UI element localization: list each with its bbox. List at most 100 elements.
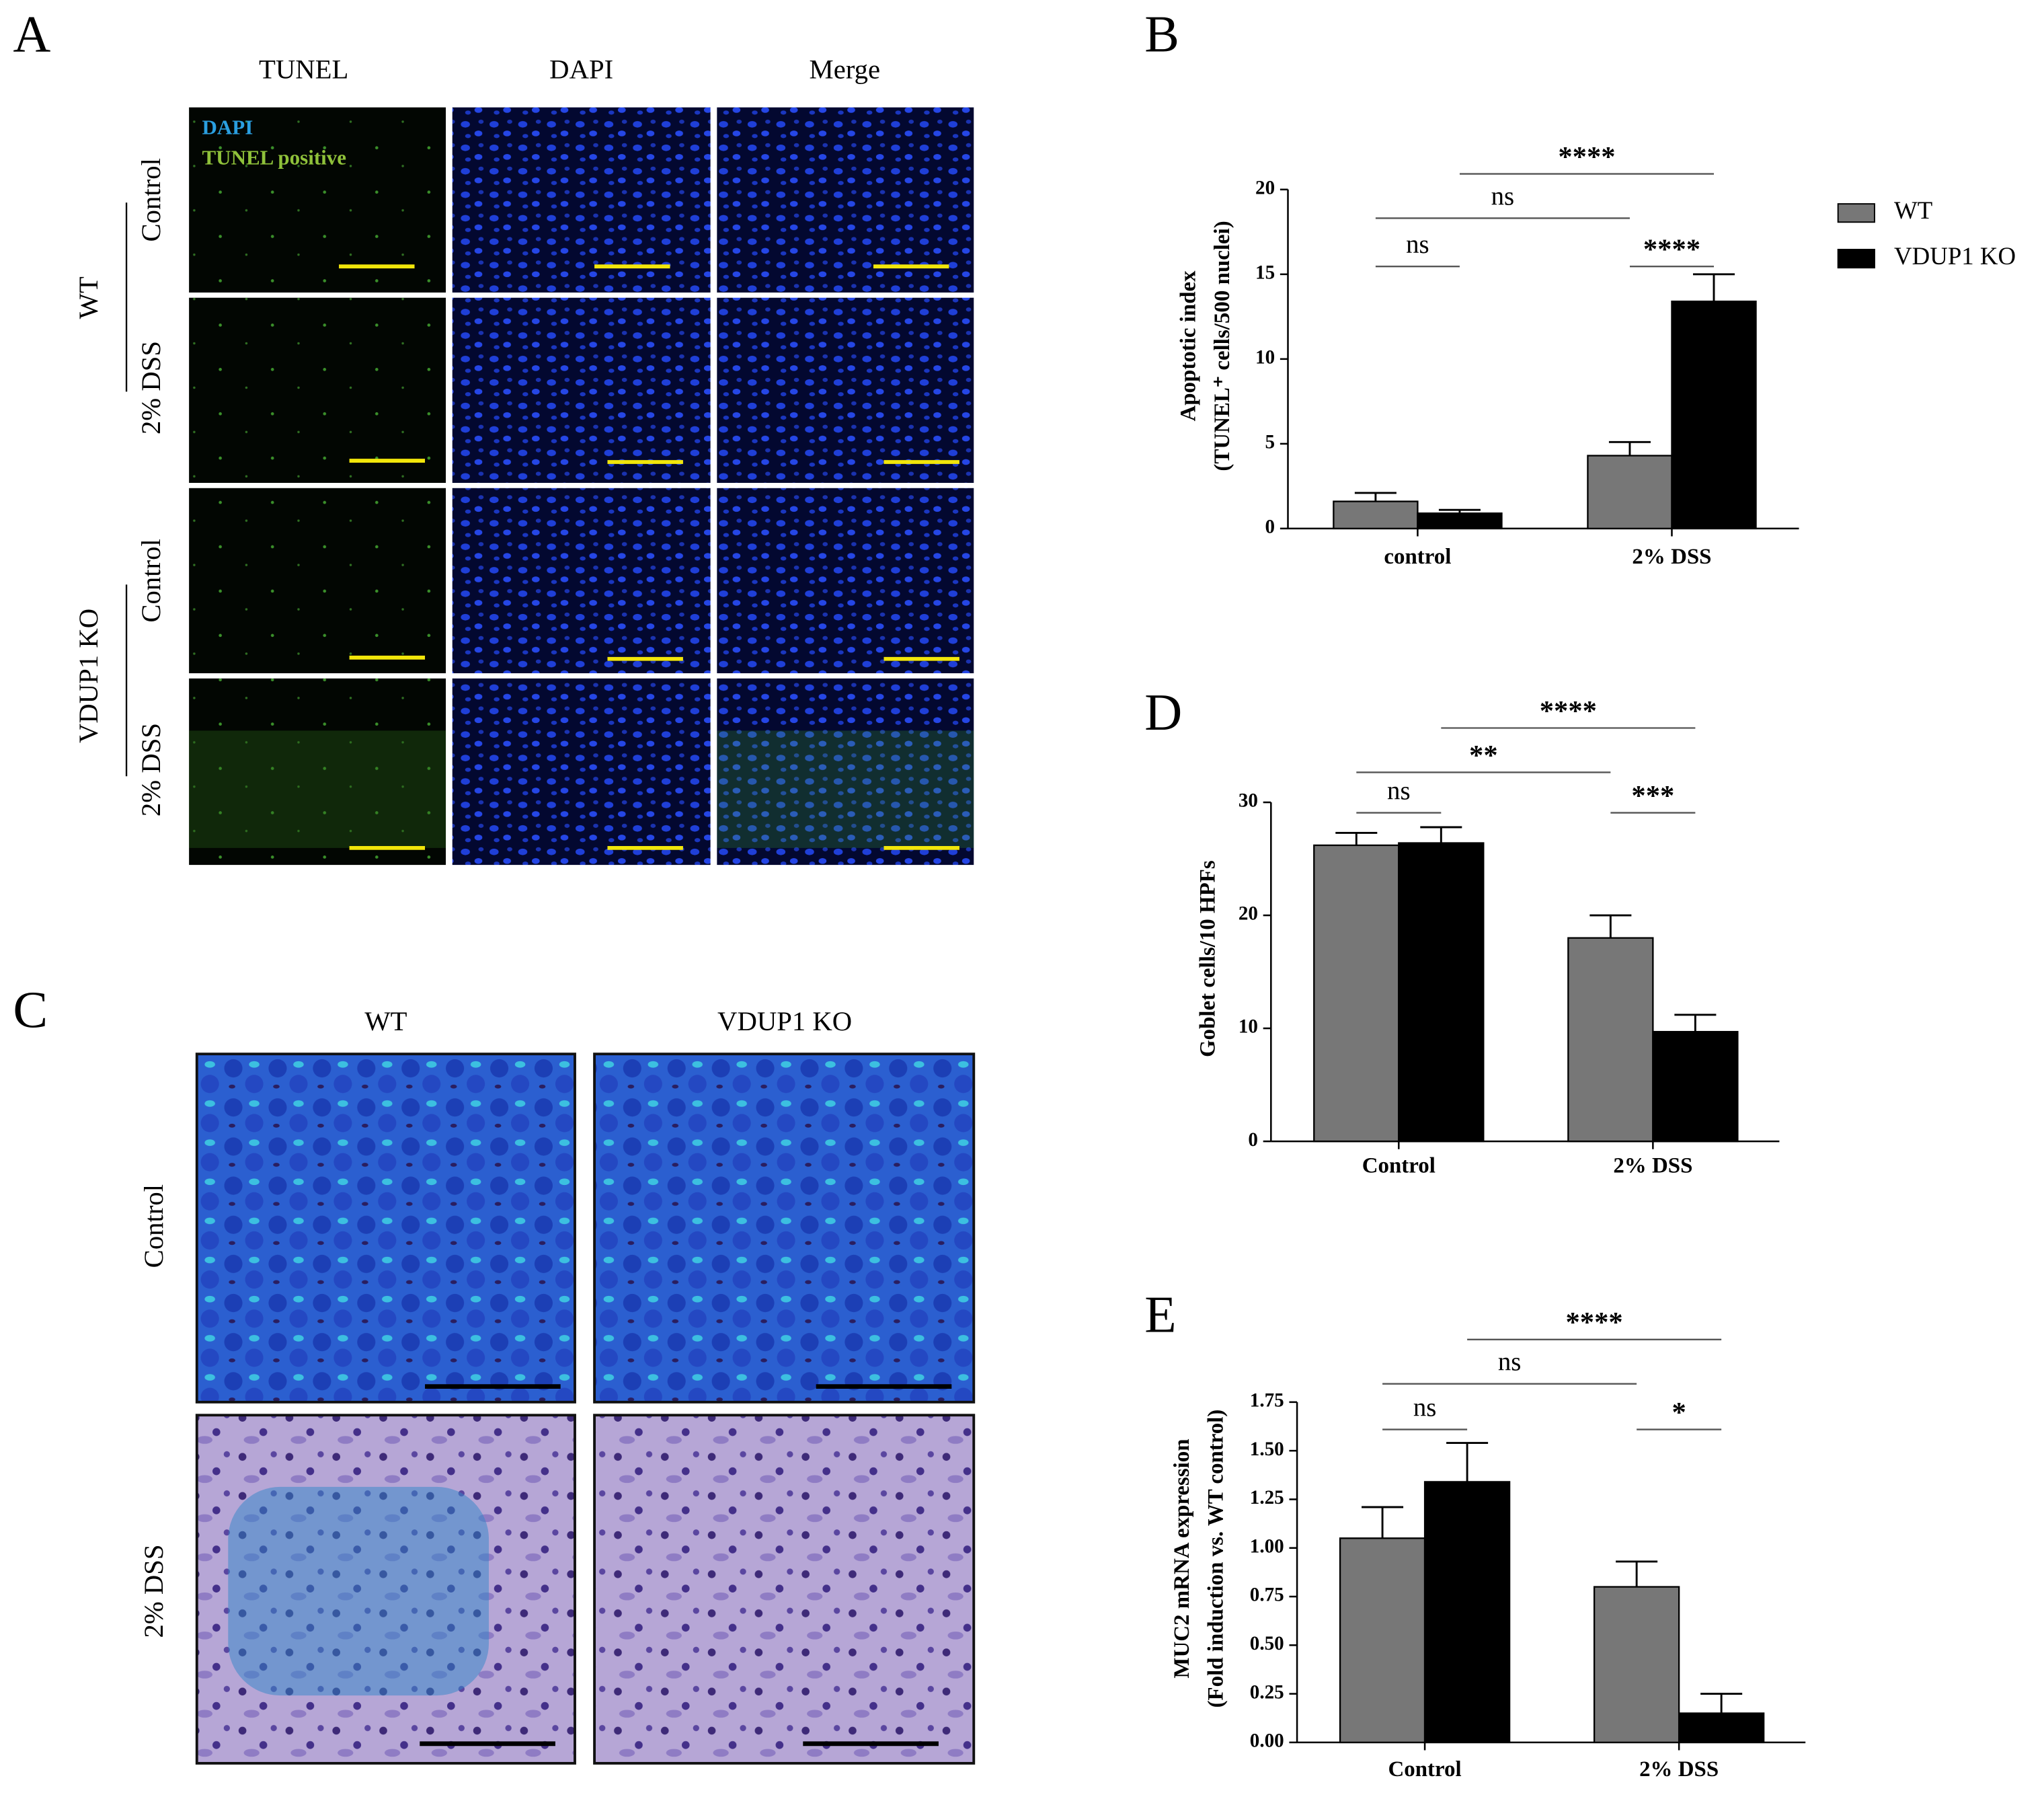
y-tick-label: 1.50 (1250, 1439, 1284, 1460)
column-title: Merge (810, 54, 881, 85)
significance-label: *** (1631, 780, 1674, 812)
bar (1398, 842, 1485, 1143)
bar (1567, 937, 1654, 1143)
micrograph (717, 488, 974, 674)
y-tick-label: 0.25 (1250, 1681, 1284, 1703)
goblet-staining (228, 1486, 489, 1696)
x-tick-label: 2% DSS (1639, 1757, 1719, 1781)
legend-swatch (1837, 203, 1875, 223)
panel-label: A (13, 5, 50, 63)
significance-label: ns (1491, 182, 1514, 210)
bar-chart: 0.00 0.25 0.50 0.75 1.00 1.25 1.50 1.75 MUC2 mRN… (1170, 1307, 1806, 1781)
row-label: Control (136, 539, 166, 622)
y-tick-label: 0.75 (1250, 1584, 1284, 1606)
micrograph (189, 107, 446, 293)
significance-label: ** (1469, 740, 1498, 771)
bar (1678, 1712, 1765, 1744)
micrograph (593, 1414, 976, 1765)
bar (1671, 300, 1757, 530)
bar (1593, 1586, 1680, 1744)
y-tick-label: 10 (1255, 347, 1275, 369)
bar (1313, 844, 1400, 1143)
row-label: 2% DSS (136, 341, 166, 434)
micrograph (189, 678, 446, 866)
fluorescence-grid (189, 107, 974, 866)
group-label: VDUP1 KO (73, 609, 104, 743)
bar (1652, 1030, 1739, 1143)
x-tick-label: 2% DSS (1613, 1153, 1692, 1178)
x-tick-label: Control (1388, 1757, 1461, 1781)
scale-bars (339, 264, 959, 850)
histology-grid (195, 1052, 976, 1765)
micrograph (717, 297, 974, 484)
row-label: Control (136, 158, 166, 241)
micrograph (717, 107, 974, 293)
y-tick-label: 0.00 (1250, 1730, 1284, 1752)
group-label: WT (73, 276, 104, 319)
y-tick-label: 15 (1255, 262, 1275, 283)
significance-label: **** (1540, 695, 1597, 727)
x-tick-label: 2% DSS (1632, 545, 1711, 569)
significance-label: ns (1406, 230, 1429, 259)
y-tick-label: 1.75 (1250, 1390, 1284, 1412)
bar-chart: 0 10 20 30 Goblet cells/10 HPFs Control 2% DSS… (1196, 695, 1780, 1178)
y-tick-label: 0 (1265, 516, 1275, 538)
micrograph (189, 488, 446, 674)
micrograph (452, 488, 711, 674)
micrograph (452, 678, 711, 866)
significance-label: **** (1558, 141, 1615, 173)
row-label: Control (139, 1184, 169, 1268)
y-tick-label: 1.25 (1250, 1487, 1284, 1508)
y-axis-label: (Fold induction vs. WT control) (1204, 1410, 1228, 1708)
column-title: WT (364, 1006, 407, 1036)
x-tick-label: control (1384, 545, 1451, 569)
panel-label: C (13, 981, 48, 1038)
significance-label: ns (1498, 1348, 1521, 1377)
bar (1417, 512, 1503, 530)
y-tick-label: 20 (1255, 177, 1275, 198)
micrograph (195, 1052, 576, 1404)
micrograph (593, 1052, 976, 1404)
y-axis-label: Goblet cells/10 HPFs (1196, 860, 1220, 1057)
significance-label: ns (1413, 1393, 1436, 1422)
y-tick-label: 5 (1265, 432, 1275, 453)
panel-label: E (1144, 1286, 1176, 1344)
scale-bars (420, 1384, 952, 1747)
y-axis-label: Apoptotic index (1177, 270, 1201, 422)
bar (1423, 1481, 1511, 1744)
bar (1587, 455, 1673, 530)
y-axis-label: (TUNEL⁺ cells/500 nuclei) (1210, 221, 1234, 471)
column-title: DAPI (549, 54, 613, 85)
bar (1333, 500, 1419, 530)
row-label: 2% DSS (136, 723, 166, 816)
micrograph (717, 678, 974, 866)
y-tick-label: 0 (1248, 1129, 1258, 1151)
legend-label: WT (1894, 196, 1932, 224)
bar-chart: 0 5 10 15 20 Apoptotic index (TUNEL⁺ cells/500… (1177, 141, 2016, 569)
row-label: 2% DSS (139, 1544, 169, 1638)
legend-text: TUNEL positive (202, 145, 347, 169)
y-tick-label: 0.50 (1250, 1633, 1284, 1654)
y-tick-label: 30 (1239, 790, 1258, 812)
y-tick-label: 1.00 (1250, 1535, 1284, 1557)
significance-label: * (1672, 1397, 1686, 1428)
y-tick-label: 20 (1239, 903, 1258, 925)
column-title: TUNEL (259, 54, 348, 85)
significance-label: **** (1565, 1307, 1622, 1338)
micrograph (452, 297, 711, 484)
panel-label: B (1144, 5, 1179, 63)
tunel-signal (189, 730, 446, 848)
legend-label: VDUP1 KO (1894, 242, 2016, 270)
significance-label: ns (1387, 776, 1410, 805)
micrograph (452, 107, 711, 293)
tunel-signal (717, 730, 974, 848)
significance-label: **** (1643, 234, 1700, 266)
legend-swatch (1837, 249, 1875, 269)
legend-text: DAPI (202, 116, 253, 139)
y-tick-label: 10 (1239, 1016, 1258, 1038)
y-axis-label: MUC2 mRNA expression (1170, 1439, 1194, 1678)
micrograph (189, 297, 446, 484)
bar (1339, 1537, 1426, 1744)
